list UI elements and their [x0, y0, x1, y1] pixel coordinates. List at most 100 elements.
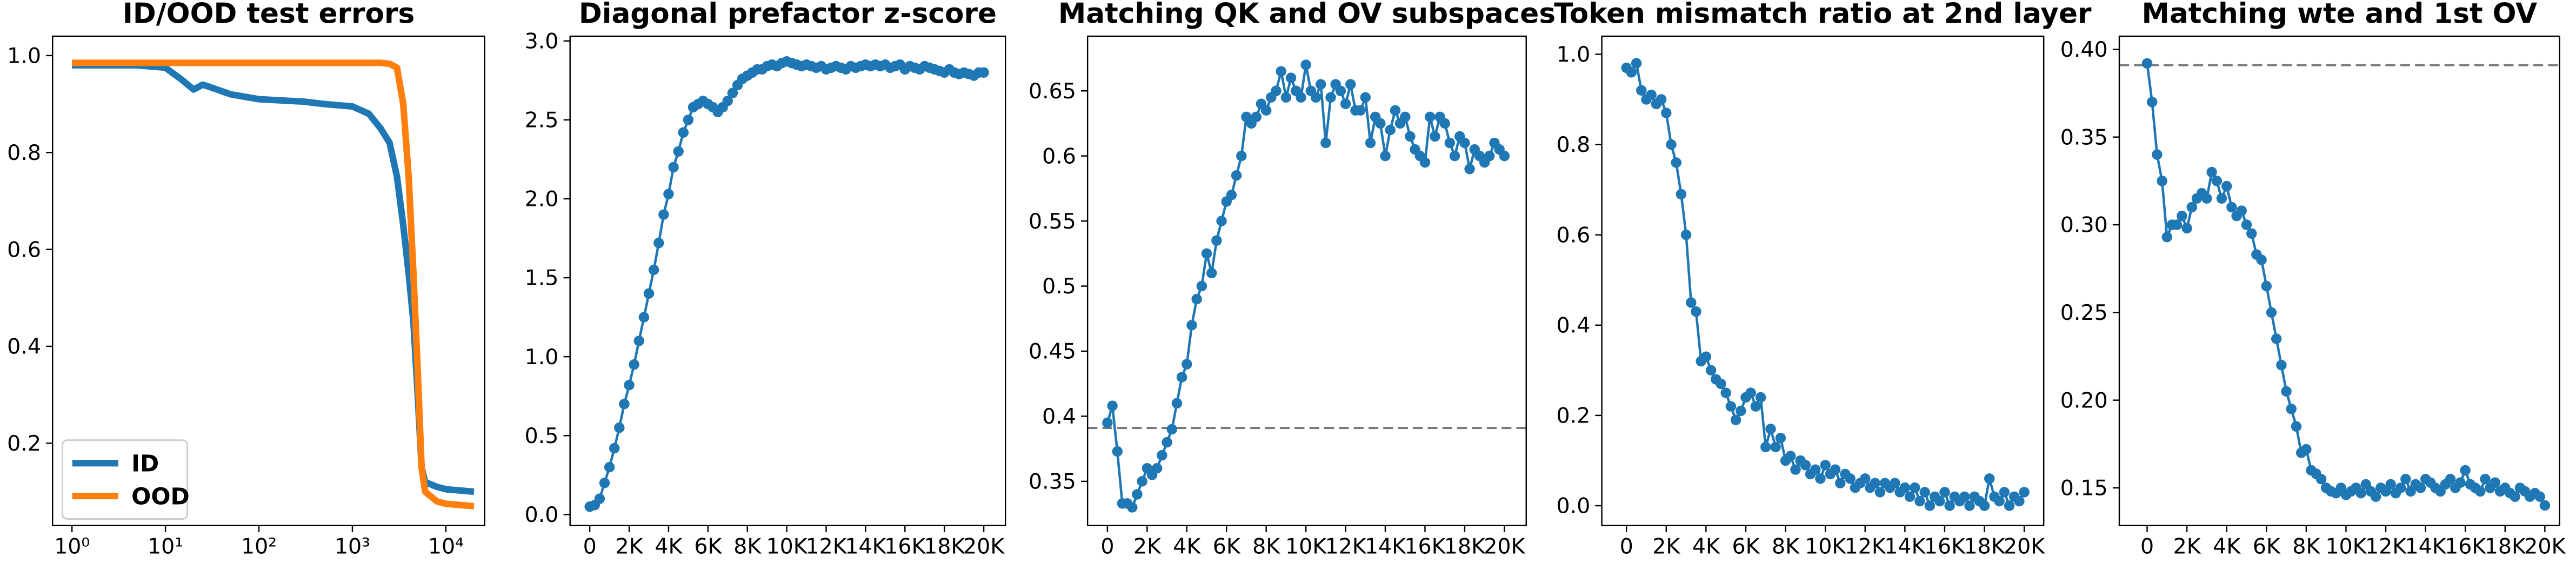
point — [2301, 444, 2312, 455]
point — [1910, 482, 1920, 493]
point — [2395, 482, 2406, 493]
point — [2475, 486, 2486, 497]
point — [1716, 378, 1726, 390]
point — [1671, 157, 1681, 168]
point — [2539, 500, 2551, 511]
x-tick-label: 14K — [1884, 534, 1926, 559]
point — [1186, 320, 1197, 331]
x-tick-label: 8K — [1772, 534, 1800, 559]
point — [1320, 137, 1331, 149]
y-tick-label: 0.65 — [1029, 79, 1076, 104]
point — [2271, 333, 2282, 344]
point — [1127, 502, 1138, 513]
x-tick-label: 10K — [2325, 534, 2367, 559]
point — [604, 461, 615, 473]
point — [1365, 137, 1376, 149]
x-tick-label: 2K — [2173, 534, 2201, 559]
point — [2315, 474, 2327, 485]
series-line — [72, 59, 475, 509]
point — [658, 209, 669, 220]
point — [1944, 500, 1955, 511]
point — [1775, 432, 1786, 444]
point — [1107, 400, 1118, 411]
x-tick-label: 14K — [2405, 534, 2447, 559]
point — [1216, 216, 1227, 226]
point — [1499, 150, 1510, 162]
point — [1375, 118, 1386, 129]
point — [1102, 417, 1113, 428]
series-line — [1625, 62, 2026, 507]
point — [1226, 190, 1237, 200]
y-tick-label: 0.8 — [1556, 132, 1590, 157]
y-tick-label: 0.20 — [2060, 388, 2108, 413]
point — [2480, 474, 2491, 485]
point — [1345, 79, 1356, 90]
point — [1750, 401, 1761, 412]
x-tick-label: 0 — [1620, 534, 1633, 559]
point — [1924, 500, 1936, 511]
chart-title: Token mismatch ratio at 2nd layer — [1554, 0, 2092, 30]
point — [2355, 488, 2366, 499]
point — [1979, 500, 1990, 511]
point — [1686, 297, 1697, 308]
x-tick-label: 20K — [2004, 534, 2045, 559]
point — [1899, 482, 1911, 493]
y-tick-label: 1.0 — [1556, 42, 1590, 67]
point — [1810, 464, 1821, 475]
y-tick-label: 0.30 — [2060, 213, 2108, 238]
point — [1770, 441, 1781, 453]
point — [619, 399, 630, 410]
point — [1112, 446, 1123, 457]
y-tick-label: 0.6 — [1556, 223, 1590, 247]
x-tick-label: 20K — [1484, 534, 1525, 559]
point — [2171, 219, 2183, 230]
x-tick-label: 8K — [733, 534, 762, 559]
y-tick-label: 0.55 — [1029, 209, 1076, 234]
point — [1380, 150, 1391, 162]
point — [2510, 491, 2520, 502]
point — [1464, 164, 1475, 175]
point — [1231, 170, 1242, 181]
y-tick-label: 0.6 — [7, 237, 41, 262]
point — [1459, 137, 1470, 149]
point — [2415, 482, 2426, 493]
point — [2221, 180, 2232, 192]
point — [1636, 85, 1647, 96]
point — [1271, 85, 1282, 96]
point — [1994, 495, 2005, 507]
point — [1385, 124, 1396, 136]
y-tick-label: 0.4 — [1042, 404, 1076, 429]
point — [2455, 477, 2466, 488]
point — [673, 146, 684, 157]
x-tick-label: 4K — [655, 534, 683, 559]
y-tick-label: 0.0 — [525, 502, 559, 527]
point — [727, 88, 738, 98]
point — [1914, 495, 1925, 507]
y-tick-label: 2.5 — [525, 108, 559, 133]
point — [1760, 441, 1771, 453]
point — [2266, 307, 2277, 318]
chart-title: ID/OOD test errors — [123, 0, 415, 30]
axes-frame — [1086, 35, 1527, 527]
point — [2385, 479, 2396, 490]
point — [1815, 473, 1826, 484]
point — [1626, 67, 1637, 78]
point — [609, 442, 620, 454]
y-tick-label: 0.2 — [7, 431, 41, 456]
point — [2201, 193, 2212, 204]
x-tick-label: 12K — [805, 534, 847, 559]
y-tick-label: 0.35 — [2060, 125, 2108, 150]
point — [1964, 500, 1975, 511]
point — [2256, 254, 2267, 265]
point — [1280, 92, 1292, 103]
point — [1196, 280, 1207, 292]
y-tick-label: 0.0 — [1556, 494, 1590, 519]
y-tick-label: 0.35 — [1029, 470, 1076, 494]
x-tick-label: 10¹ — [148, 534, 183, 559]
y-tick-label: 0.4 — [7, 334, 41, 359]
point — [2186, 202, 2198, 213]
axes-frame — [1601, 35, 2045, 527]
point — [1132, 489, 1143, 500]
